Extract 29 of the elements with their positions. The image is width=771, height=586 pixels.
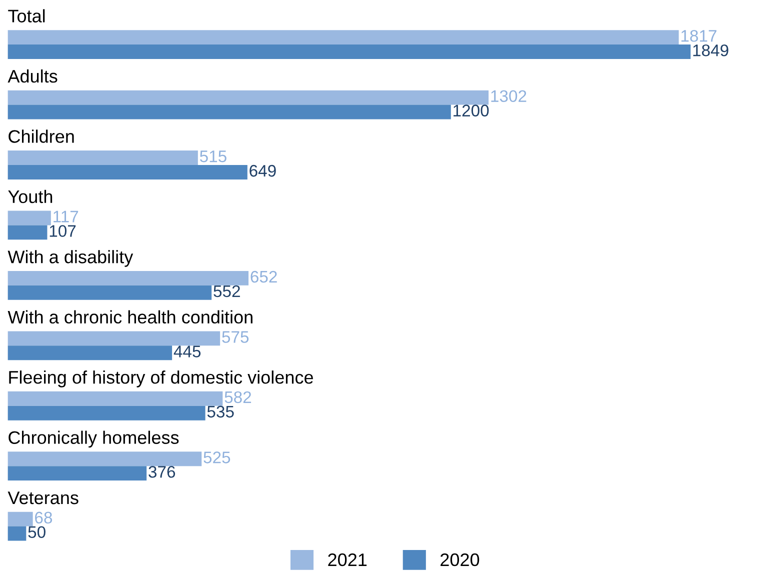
data-label: 552	[214, 285, 240, 298]
data-label: 1849	[693, 44, 728, 56]
data-label: 652	[250, 270, 277, 283]
data-label: 582	[224, 391, 252, 404]
y-tick-label: With a disability	[8, 250, 134, 267]
y-tick-label: Total	[8, 9, 45, 22]
y-tick-label: Chronically homeless	[8, 430, 179, 448]
data-label: 117	[54, 210, 78, 222]
data-label: 525	[204, 452, 230, 464]
legend-label: 2021	[328, 553, 367, 566]
data-label: 445	[174, 346, 201, 358]
y-tick-label: Fleeing of history of domestic violence	[9, 370, 313, 388]
data-label: 68	[35, 512, 52, 524]
data-label: 376	[148, 466, 176, 478]
data-label: 107	[50, 225, 76, 237]
y-tick-label: Children	[8, 130, 74, 143]
legend-label: 2020	[440, 553, 480, 566]
y-tick-label: Veterans	[8, 492, 78, 504]
y-tick-label: With a chronic health condition	[8, 310, 252, 324]
data-label: 1817	[681, 30, 716, 42]
data-label: 1302	[491, 90, 526, 102]
y-tick-label: Adults	[8, 69, 58, 83]
data-label: 515	[200, 150, 226, 162]
data-label: 575	[222, 331, 249, 343]
y-tick-label: Youth	[8, 190, 52, 204]
data-label: 535	[207, 406, 234, 418]
data-label: 649	[250, 164, 276, 177]
data-label: 1200	[454, 104, 489, 116]
data-label: 50	[28, 526, 46, 538]
